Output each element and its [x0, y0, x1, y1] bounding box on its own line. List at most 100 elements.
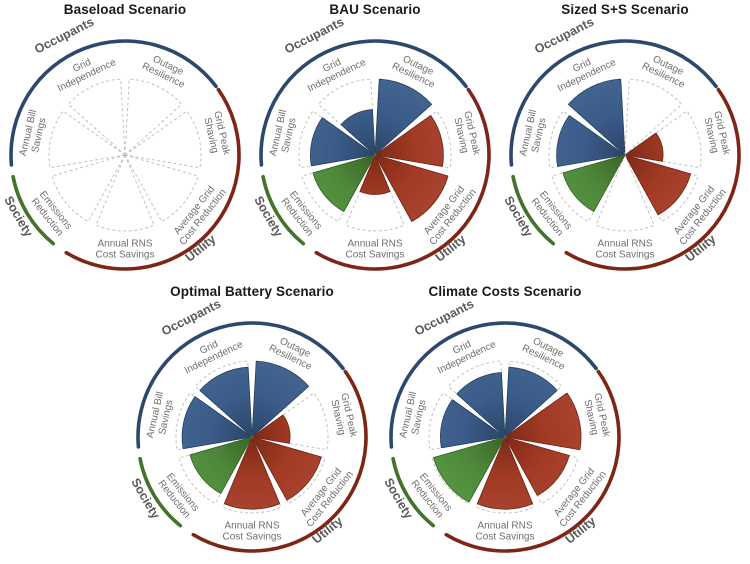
group-label-occupants: Occupants [32, 15, 96, 57]
petal-outline-grid-peak-shaving [123, 110, 202, 169]
metric-label-annual-bill-savings: Annual BillSavings [145, 391, 177, 442]
petal-average-grid-cost-reduction [504, 436, 570, 496]
group-arc-society [138, 456, 183, 528]
chart-climate-costs-scenario: Climate Costs Scenario GridIndependence O… [380, 282, 630, 564]
metric-label-annual-bill-savings: Annual BillSavings [268, 109, 300, 160]
metric-label-grid-peak-shaving: Grid PeakShaving [580, 392, 612, 441]
petal-grid-independence [567, 78, 626, 156]
petal-outline-annual-rns-cost-savings [222, 435, 282, 514]
group-arc-occupants [259, 39, 468, 167]
metric-label-annual-rns-cost-savings: Annual RNS Cost Savings [476, 521, 535, 543]
petal-outline-grid-independence [447, 360, 506, 439]
petal-outline-emissions-reduction [51, 154, 126, 223]
chart-title: Sized S+S Scenario [561, 2, 689, 17]
petal-outline-annual-bill-savings [48, 110, 127, 169]
petal-outline-emissions-reduction [551, 154, 626, 223]
petal-outline-emissions-reduction [301, 154, 376, 223]
petal-average-grid-cost-reduction [251, 436, 322, 501]
petal-outline-emissions-reduction [431, 436, 506, 505]
petal-grid-independence [199, 366, 253, 438]
chart-bau-scenario: BAU Scenario GridIndependence OutageResil… [250, 0, 500, 282]
petal-annual-rns-cost-savings [223, 436, 281, 510]
petal-outage-resilience [251, 360, 310, 438]
petal-outline-annual-rns-cost-savings [595, 153, 655, 232]
petal-outline-annual-rns-cost-savings [345, 153, 405, 232]
group-arc-society [11, 174, 56, 246]
group-arc-utility [314, 87, 491, 271]
petal-outline-grid-peak-shaving [373, 110, 452, 169]
group-arc-utility [444, 369, 621, 553]
petal-outline-average-grid-cost-reduction [504, 436, 579, 505]
group-arc-society [391, 456, 436, 528]
petal-annual-bill-savings [556, 115, 626, 167]
group-arc-society [261, 174, 306, 246]
metric-label-grid-peak-shaving: Grid PeakShaving [327, 392, 359, 441]
petal-outline-average-grid-cost-reduction [624, 154, 699, 223]
group-label-occupants: Occupants [532, 15, 596, 57]
petal-outline-grid-independence [194, 360, 253, 439]
metric-label-grid-peak-shaving: Grid PeakShaving [200, 110, 232, 159]
petal-outage-resilience [504, 366, 558, 438]
group-label-occupants: Occupants [282, 15, 346, 57]
group-arc-utility [564, 87, 741, 271]
petal-outline-annual-rns-cost-savings [95, 153, 155, 232]
petal-outline-annual-rns-cost-savings [475, 435, 535, 514]
petal-emissions-reduction [433, 436, 506, 503]
group-label-occupants: Occupants [159, 297, 223, 339]
petal-outline-average-grid-cost-reduction [251, 436, 326, 505]
metric-label-annual-rns-cost-savings: Annual RNS Cost Savings [96, 239, 155, 261]
metric-label-annual-rns-cost-savings: Annual RNS Cost Savings [223, 521, 282, 543]
group-arc-occupants [136, 321, 345, 449]
metric-label-annual-bill-savings: Annual BillSavings [518, 109, 550, 160]
metric-label-grid-independence: GridIndependence [301, 47, 368, 95]
metric-label-average-grid-cost-reduction: Average GridCost Reduction [169, 180, 229, 247]
petal-annual-bill-savings [440, 399, 506, 449]
petal-grid-peak-shaving [504, 392, 582, 451]
petal-grid-peak-shaving [251, 414, 291, 444]
petal-outline-annual-bill-savings [175, 392, 254, 451]
petal-outline-outage-resilience [124, 78, 183, 157]
chart-baseload-scenario: Baseload Scenario GridIndependence Outage… [0, 0, 250, 282]
petal-emissions-reduction [189, 436, 253, 494]
petal-outline-average-grid-cost-reduction [124, 154, 199, 223]
group-arc-occupants [9, 39, 218, 167]
petal-outline-grid-peak-shaving [250, 392, 329, 451]
petal-outline-grid-peak-shaving [623, 110, 702, 169]
group-label-occupants: Occupants [412, 297, 476, 339]
petal-grid-peak-shaving [374, 115, 444, 167]
group-arc-occupants [509, 39, 718, 167]
metric-label-annual-bill-savings: Annual BillSavings [398, 391, 430, 442]
petal-outline-grid-independence [67, 78, 126, 157]
petal-annual-rns-cost-savings [359, 154, 391, 195]
group-arc-utility [191, 369, 368, 553]
petal-grid-peak-shaving [624, 132, 664, 162]
metric-label-grid-independence: GridIndependence [431, 329, 498, 377]
chart-title: BAU Scenario [329, 2, 421, 17]
metric-label-grid-independence: GridIndependence [51, 47, 118, 95]
petal-annual-rns-cost-savings [476, 436, 534, 510]
group-arc-society [511, 174, 556, 246]
chart-title: Optimal Battery Scenario [170, 284, 334, 299]
petal-average-grid-cost-reduction [374, 154, 449, 222]
petal-outline-grid-independence [317, 78, 376, 157]
metric-label-grid-peak-shaving: Grid PeakShaving [700, 110, 732, 159]
chart-title: Climate Costs Scenario [428, 284, 582, 299]
petal-outline-annual-bill-savings [548, 110, 627, 169]
chart-title: Baseload Scenario [63, 2, 187, 17]
metric-label-grid-peak-shaving: Grid PeakShaving [450, 110, 482, 159]
petal-outline-annual-bill-savings [298, 110, 377, 169]
petal-emissions-reduction [562, 154, 626, 212]
metric-label-annual-bill-savings: Annual BillSavings [18, 109, 50, 160]
petal-outage-resilience [374, 78, 433, 156]
group-arc-utility [64, 87, 241, 271]
petal-outline-annual-bill-savings [428, 392, 507, 451]
petal-annual-bill-savings [181, 396, 253, 450]
petal-outline-outage-resilience [504, 360, 563, 439]
petal-grid-independence [340, 109, 376, 156]
petal-emissions-reduction [312, 154, 376, 212]
